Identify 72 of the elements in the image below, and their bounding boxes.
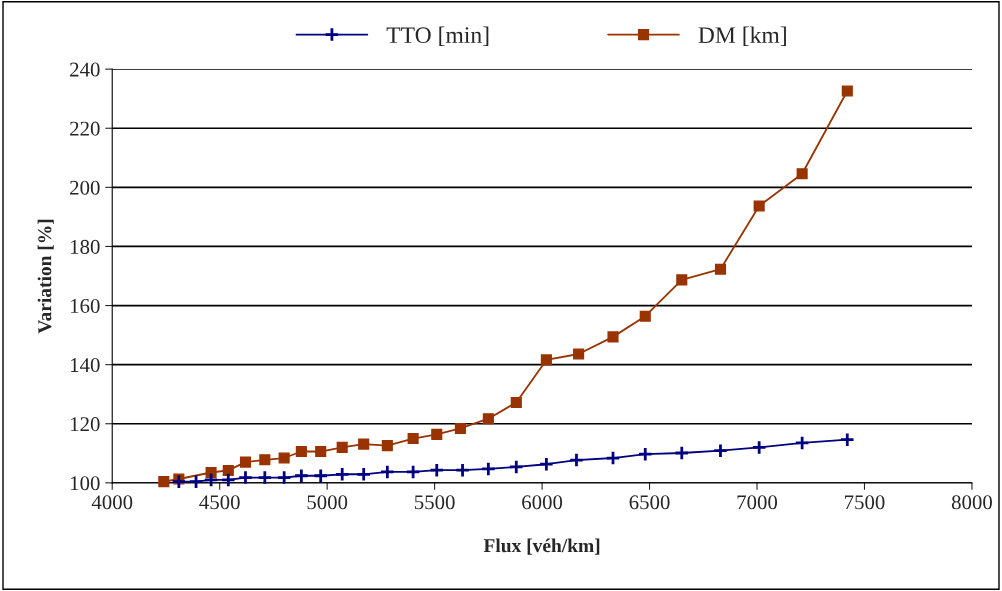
point	[637, 446, 653, 462]
point	[510, 396, 522, 409]
x-tick-label: 7500	[845, 495, 885, 510]
point	[538, 456, 555, 472]
point	[257, 469, 273, 486]
y-tick-label: 120	[71, 417, 100, 432]
point	[540, 354, 552, 366]
point	[839, 432, 855, 448]
point	[676, 274, 688, 286]
point	[315, 445, 327, 458]
point	[794, 435, 810, 451]
y-tick-label: 200	[70, 180, 100, 195]
point	[171, 474, 187, 490]
point	[607, 331, 619, 343]
point	[278, 452, 290, 464]
point	[712, 443, 729, 459]
x-tick-label: 4500	[199, 495, 240, 510]
x-tick-label: 5000	[307, 495, 348, 510]
y-axis-title: Variation [%]	[37, 219, 54, 334]
point	[753, 200, 765, 212]
y-tick-label: 140	[71, 358, 100, 373]
point	[639, 310, 651, 322]
x-tick-label: 5500	[415, 495, 455, 510]
point	[334, 466, 350, 482]
point	[379, 464, 395, 480]
point	[356, 466, 372, 482]
point	[358, 438, 370, 450]
point	[336, 441, 348, 453]
point	[295, 445, 307, 458]
x-tick-label: 6500	[629, 495, 670, 510]
legend-label: TTO [min]	[386, 26, 489, 47]
point	[796, 168, 808, 180]
point	[751, 439, 767, 456]
point	[222, 464, 234, 476]
y-tick-label: 160	[71, 298, 100, 313]
point	[482, 413, 494, 425]
point	[480, 461, 496, 477]
point	[605, 450, 621, 466]
point	[259, 454, 271, 466]
point	[407, 432, 419, 445]
y-tick-label: 100	[71, 476, 100, 491]
point	[714, 263, 727, 275]
point	[674, 445, 690, 461]
point	[405, 464, 421, 480]
point	[220, 472, 236, 488]
point	[431, 428, 443, 440]
point	[568, 452, 585, 468]
point	[454, 462, 471, 478]
point	[188, 474, 204, 490]
x-tick-label: 6000	[522, 495, 563, 510]
point	[276, 469, 292, 486]
y-tick-label: 180	[71, 239, 100, 254]
point	[293, 468, 309, 484]
point	[429, 462, 445, 478]
point	[158, 476, 170, 488]
x-tick-label: 4000	[91, 495, 133, 510]
point	[237, 469, 254, 486]
point	[239, 456, 252, 468]
x-tick-label: 8000	[951, 495, 992, 510]
legend-label: DM [km]	[698, 26, 786, 47]
point	[841, 85, 853, 97]
point	[205, 466, 217, 479]
point	[508, 459, 524, 475]
point	[313, 468, 329, 484]
point	[203, 472, 219, 488]
y-tick-label: 220	[70, 121, 100, 136]
point	[454, 422, 466, 435]
point	[573, 348, 585, 360]
x-tick-label: 7000	[737, 495, 778, 510]
x-axis-title: Flux [véh/km]	[483, 538, 600, 555]
y-tick-label: 240	[70, 62, 100, 77]
point	[381, 440, 393, 452]
